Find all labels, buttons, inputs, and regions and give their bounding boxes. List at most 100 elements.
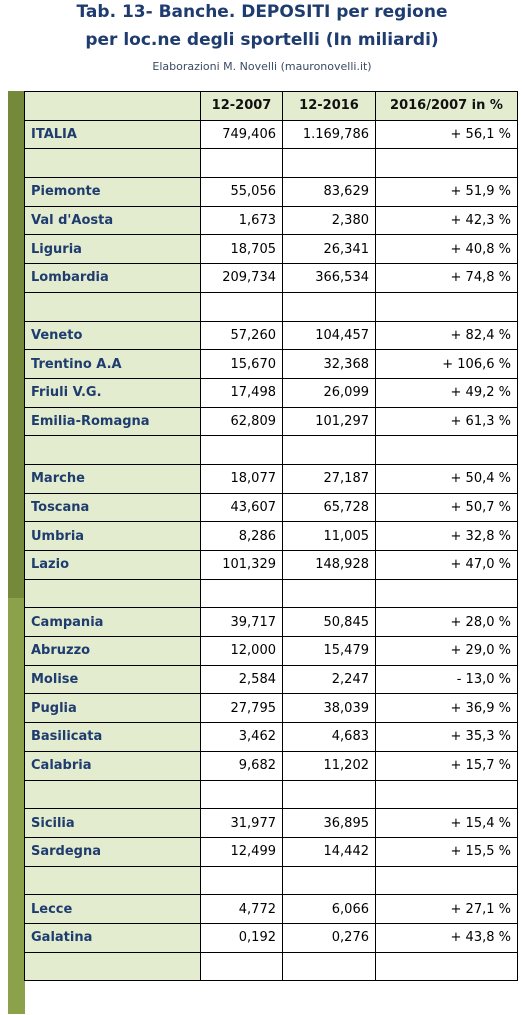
table-title-line-2: per loc.ne degli sportelli (In miliardi) <box>85 30 439 50</box>
region-cell: Lombardia <box>24 263 201 293</box>
value-cell <box>200 865 283 896</box>
value-cell: 17,498 <box>200 377 283 408</box>
region-cell: Toscana <box>24 492 201 523</box>
table-row: Liguria 18,705 26,341 + 40,8 % <box>24 234 518 265</box>
region-cell: Calabria <box>24 750 201 781</box>
value-cell: 104,457 <box>282 320 376 351</box>
region-cell <box>24 435 201 465</box>
value-cell: + 50,4 % <box>375 463 518 494</box>
value-cell: + 28,0 % <box>375 607 518 638</box>
table-row: ITALIA 749,406 1.169,786 + 56,1 % <box>24 119 518 150</box>
value-cell: 50,845 <box>282 607 376 638</box>
region-cell: Basilicata <box>24 722 201 752</box>
table-subtitle: Elaborazioni M. Novelli (mauronovelli.it… <box>152 60 372 73</box>
value-cell: 1,673 <box>200 205 283 236</box>
value-cell: + 15,4 % <box>375 808 518 838</box>
value-cell: + 15,7 % <box>375 750 518 781</box>
column-header: 12-2016 <box>282 91 376 121</box>
value-cell: 36,895 <box>282 808 376 838</box>
value-cell: + 40,8 % <box>375 234 518 265</box>
column-header: 2016/2007 in % <box>375 91 518 121</box>
value-cell: 62,809 <box>200 406 283 437</box>
value-cell: 27,187 <box>282 463 376 494</box>
deposits-table: 12-2007 12-2016 2016/2007 in % ITALIA 749,40… <box>24 91 518 982</box>
column-header <box>24 91 201 121</box>
left-color-band-lower <box>8 598 25 1014</box>
table-row: Basilicata 3,462 4,683 + 35,3 % <box>24 722 518 752</box>
table-row: Sicilia 31,977 36,895 + 15,4 % <box>24 808 518 838</box>
value-cell: 749,406 <box>200 119 283 150</box>
value-cell: 11,005 <box>282 521 376 551</box>
value-cell <box>282 578 376 609</box>
value-cell: 32,368 <box>282 349 376 379</box>
value-cell <box>375 779 518 810</box>
table-row: Puglia 27,795 38,039 + 36,9 % <box>24 693 518 724</box>
region-cell: Sicilia <box>24 808 201 838</box>
value-cell: 0,192 <box>200 922 283 953</box>
region-cell: Veneto <box>24 320 201 351</box>
value-cell: 6,066 <box>282 894 376 924</box>
region-cell: Sardegna <box>24 836 201 867</box>
value-cell: + 15,5 % <box>375 836 518 867</box>
table-row: Galatina 0,192 0,276 + 43,8 % <box>24 922 518 953</box>
value-cell: + 36,9 % <box>375 693 518 724</box>
value-cell: 15,479 <box>282 636 376 666</box>
value-cell: 2,247 <box>282 664 376 695</box>
value-cell: 0,276 <box>282 922 376 953</box>
table-row: Molise 2,584 2,247- 13,0 % <box>24 664 518 695</box>
value-cell <box>200 291 283 322</box>
region-cell: Liguria <box>24 234 201 265</box>
value-cell: 9,682 <box>200 750 283 781</box>
region-cell: Campania <box>24 607 201 638</box>
value-cell <box>200 148 283 179</box>
value-cell: 12,000 <box>200 636 283 666</box>
value-cell: 101,297 <box>282 406 376 437</box>
value-cell <box>282 291 376 322</box>
value-cell: 18,077 <box>200 463 283 494</box>
region-cell: Emilia-Romagna <box>24 406 201 437</box>
table-row: Val d'Aosta 1,673 2,380 + 42,3 % <box>24 205 518 236</box>
value-cell: 43,607 <box>200 492 283 523</box>
value-cell: 55,056 <box>200 177 283 207</box>
value-cell: 4,772 <box>200 894 283 924</box>
value-cell: 57,260 <box>200 320 283 351</box>
value-cell: + 106,6 % <box>375 349 518 379</box>
value-cell <box>200 435 283 465</box>
region-cell: Lazio <box>24 550 201 580</box>
table-row <box>24 951 518 982</box>
value-cell: 2,380 <box>282 205 376 236</box>
region-cell: Lecce <box>24 894 201 924</box>
region-cell <box>24 951 201 982</box>
value-cell: 209,734 <box>200 263 283 293</box>
table-row: Lombardia 209,734 366,534 + 74,8 % <box>24 263 518 293</box>
table-row <box>24 148 518 179</box>
value-cell <box>375 148 518 179</box>
table-row: Campania 39,717 50,845 + 28,0 % <box>24 607 518 638</box>
value-cell: 3,462 <box>200 722 283 752</box>
table-row: Lazio 101,329 148,928 + 47,0 % <box>24 550 518 580</box>
value-cell: 65,728 <box>282 492 376 523</box>
value-cell: 8,286 <box>200 521 283 551</box>
value-cell: + 43,8 % <box>375 922 518 953</box>
region-cell <box>24 779 201 810</box>
table-row <box>24 435 518 465</box>
value-cell: + 82,4 % <box>375 320 518 351</box>
region-cell: Abruzzo <box>24 636 201 666</box>
table-row: Calabria 9,682 11,202 + 15,7 % <box>24 750 518 781</box>
value-cell <box>282 435 376 465</box>
region-cell: Val d'Aosta <box>24 205 201 236</box>
value-cell: + 47,0 % <box>375 550 518 580</box>
value-cell <box>375 865 518 896</box>
value-cell: 366,534 <box>282 263 376 293</box>
table-row: Toscana 43,607 65,728 + 50,7 % <box>24 492 518 523</box>
value-cell: 4,683 <box>282 722 376 752</box>
value-cell: + 32,8 % <box>375 521 518 551</box>
region-cell: Puglia <box>24 693 201 724</box>
value-cell: 1.169,786 <box>282 119 376 150</box>
table-row <box>24 779 518 810</box>
value-cell: + 27,1 % <box>375 894 518 924</box>
value-cell <box>200 779 283 810</box>
table-row <box>24 291 518 322</box>
value-cell: + 50,7 % <box>375 492 518 523</box>
value-cell: 38,039 <box>282 693 376 724</box>
